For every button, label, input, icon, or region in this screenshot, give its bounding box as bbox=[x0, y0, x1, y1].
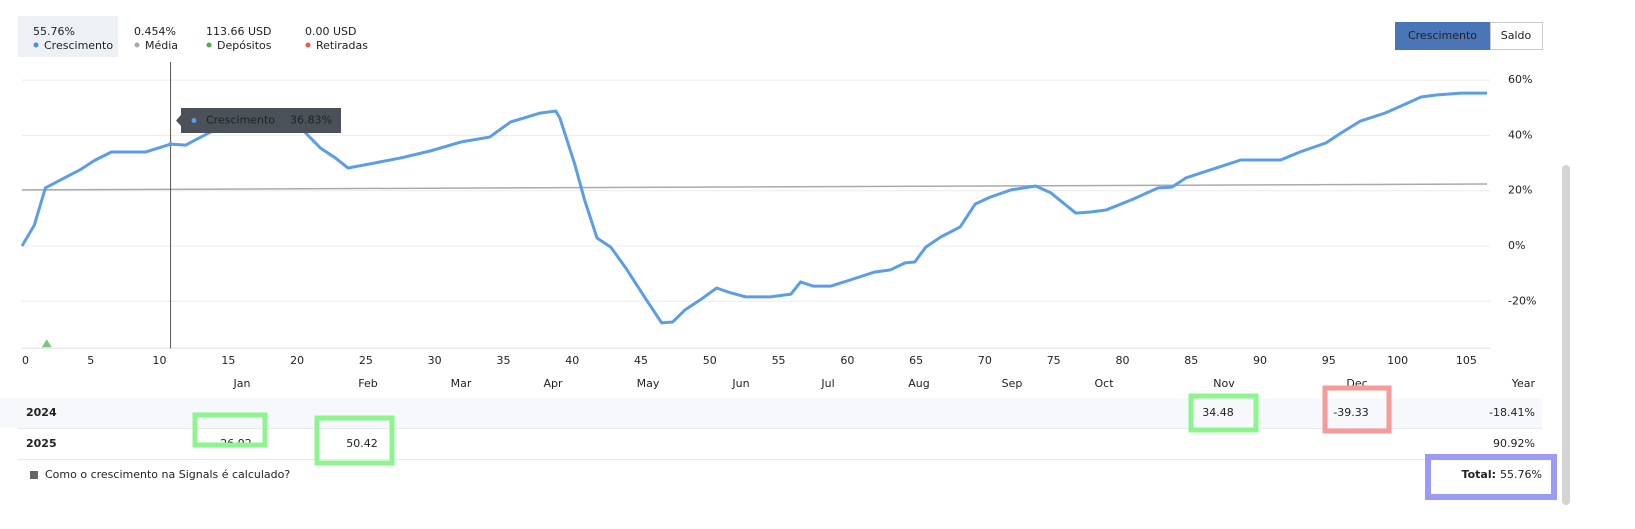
x-tick-label: 65 bbox=[909, 354, 923, 367]
tooltip-dot bbox=[191, 118, 197, 123]
x-tick-label: 45 bbox=[634, 354, 648, 367]
highlight-box bbox=[1322, 385, 1392, 434]
x-tick-label: 60 bbox=[840, 354, 854, 367]
x-tick-label: 10 bbox=[153, 354, 167, 367]
stat-dot bbox=[134, 42, 140, 48]
month-header: Aug bbox=[908, 377, 929, 390]
stat-selected-bg bbox=[18, 16, 118, 57]
y-tick-label: -20% bbox=[1508, 294, 1536, 307]
total-label: Total: bbox=[1462, 468, 1496, 481]
x-tick-label: 100 bbox=[1387, 354, 1408, 367]
tab-button[interactable] bbox=[1395, 22, 1491, 50]
highlight-box bbox=[192, 412, 268, 448]
stat-dot bbox=[33, 42, 39, 48]
stat-dot bbox=[206, 42, 212, 48]
month-header: Year bbox=[1511, 377, 1536, 390]
x-tick-label: 40 bbox=[565, 354, 579, 367]
row-year: 2024 bbox=[26, 406, 57, 419]
x-tick-label: 15 bbox=[221, 354, 235, 367]
tab-label[interactable]: Saldo bbox=[1501, 29, 1532, 42]
row-value: -39.33 bbox=[1333, 406, 1368, 419]
month-header: Jun bbox=[731, 377, 749, 390]
info-icon bbox=[30, 471, 38, 479]
x-tick-label: 95 bbox=[1322, 354, 1336, 367]
scrollbar[interactable] bbox=[1562, 165, 1570, 505]
month-header: Jul bbox=[820, 377, 834, 390]
stat-label: Média bbox=[145, 39, 178, 52]
month-header: Apr bbox=[543, 377, 563, 390]
x-tick-label: 5 bbox=[87, 354, 94, 367]
month-header: Sep bbox=[1002, 377, 1023, 390]
month-header: Oct bbox=[1094, 377, 1114, 390]
tooltip-point bbox=[168, 142, 173, 147]
tooltip-series: Crescimento bbox=[206, 114, 275, 127]
month-header: Mar bbox=[451, 377, 472, 390]
x-tick-label: 0 bbox=[22, 354, 29, 367]
row-value: 34.48 bbox=[1202, 406, 1234, 419]
stat-label: Crescimento bbox=[44, 39, 113, 52]
highlight-box bbox=[1425, 454, 1557, 500]
stat-value[interactable]: 55.76% bbox=[33, 25, 75, 38]
x-tick-label: 20 bbox=[290, 354, 304, 367]
highlight-box bbox=[314, 415, 395, 466]
y-tick-label: 0% bbox=[1508, 239, 1525, 252]
month-header: Feb bbox=[358, 377, 377, 390]
month-header: May bbox=[637, 377, 660, 390]
tooltip-arrow bbox=[176, 115, 181, 126]
x-tick-label: 50 bbox=[703, 354, 717, 367]
x-tick-label: 105 bbox=[1456, 354, 1477, 367]
help-link[interactable]: Como o crescimento na Signals é calculad… bbox=[45, 468, 290, 481]
tooltip-value: 36.83% bbox=[290, 114, 332, 127]
stat-label: Depósitos bbox=[217, 39, 272, 52]
row-year: 2025 bbox=[26, 437, 57, 450]
stat-value: 0.454% bbox=[134, 25, 176, 38]
x-tick-label: 85 bbox=[1184, 354, 1198, 367]
tab-label[interactable]: Crescimento bbox=[1408, 29, 1477, 42]
x-tick-label: 70 bbox=[978, 354, 992, 367]
x-tick-label: 80 bbox=[1115, 354, 1129, 367]
tooltip-box bbox=[181, 108, 341, 133]
month-header: Nov bbox=[1213, 377, 1235, 390]
x-tick-label: 30 bbox=[428, 354, 442, 367]
x-tick-label: 35 bbox=[496, 354, 510, 367]
y-tick-label: 40% bbox=[1508, 128, 1532, 141]
x-tick-label: 25 bbox=[359, 354, 373, 367]
row-value: 50.42 bbox=[346, 437, 378, 450]
x-tick-label: 55 bbox=[772, 354, 786, 367]
average-line bbox=[21, 183, 1488, 191]
highlight-box bbox=[1188, 393, 1259, 433]
y-tick-label: 60% bbox=[1508, 73, 1532, 86]
deposit-marker bbox=[41, 339, 52, 348]
stat-label: Retiradas bbox=[316, 39, 368, 52]
total-value: 55.76% bbox=[1500, 468, 1542, 481]
month-header: Jan bbox=[233, 377, 251, 390]
stat-value: 0.00 USD bbox=[305, 25, 357, 38]
x-tick-label: 90 bbox=[1253, 354, 1267, 367]
x-tick-label: 75 bbox=[1047, 354, 1061, 367]
row-value: -18.41% bbox=[1489, 406, 1535, 419]
stat-dot bbox=[305, 42, 311, 48]
y-tick-label: 20% bbox=[1508, 184, 1532, 197]
stat-value: 113.66 USD bbox=[206, 25, 272, 38]
tab-button[interactable] bbox=[1490, 22, 1543, 50]
row-value: 90.92% bbox=[1493, 437, 1535, 450]
